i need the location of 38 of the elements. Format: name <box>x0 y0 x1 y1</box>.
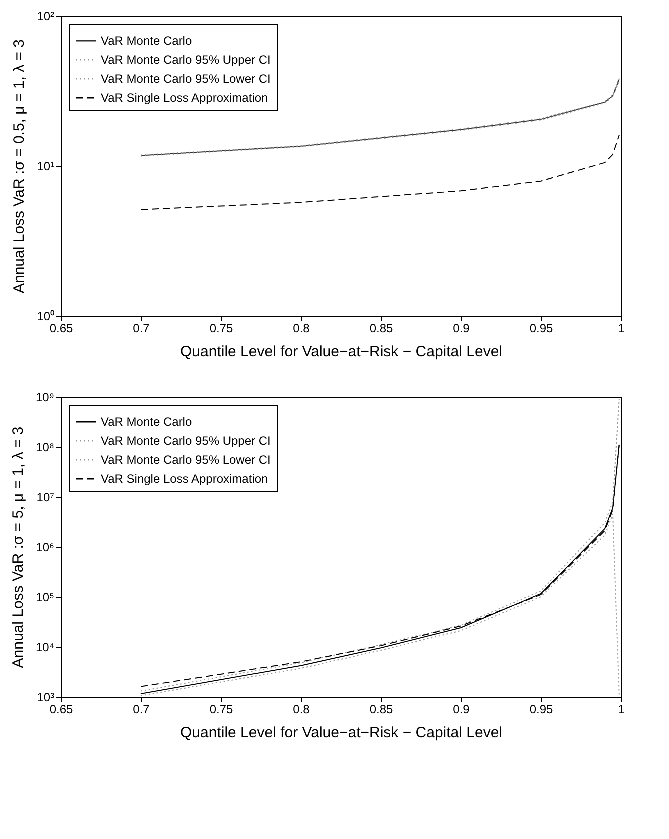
x-tick-label: 0.65 <box>50 322 74 336</box>
legend-label: VaR Monte Carlo 95% Upper CI <box>101 434 271 448</box>
legend-label: VaR Single Loss Approximation <box>101 91 268 105</box>
x-tick-label: 0.7 <box>133 702 150 716</box>
x-tick-label: 0.75 <box>210 702 234 716</box>
y-axis-title: Annual Loss VaR :σ = 0.5, μ = 1, λ = 3 <box>11 39 28 294</box>
y-tick-label: 10³ <box>37 690 55 704</box>
x-tick-label: 0.8 <box>293 702 310 716</box>
legend-label: VaR Monte Carlo <box>101 34 192 48</box>
x-tick-label: 0.9 <box>453 322 470 336</box>
legend-label: VaR Single Loss Approximation <box>101 472 268 486</box>
y-tick-label: 10² <box>37 10 55 24</box>
y-tick-label: 10⁰ <box>37 310 54 324</box>
x-tick-label: 1 <box>618 322 626 336</box>
y-tick-label: 10⁸ <box>36 440 54 454</box>
x-tick-label: 0.7 <box>133 322 150 336</box>
x-tick-label: 0.85 <box>370 702 394 716</box>
x-tick-label: 0.8 <box>293 322 310 336</box>
y-tick-label: 10⁵ <box>36 590 55 604</box>
y-tick-label: 10⁷ <box>36 490 54 504</box>
x-axis-title: Quantile Level for Value−at−Risk − Capital Level <box>180 724 502 742</box>
y-tick-label: 10¹ <box>37 160 55 174</box>
legend-label: VaR Monte Carlo 95% Lower CI <box>101 72 271 86</box>
x-tick-label: 0.85 <box>370 322 394 336</box>
y-tick-label: 10⁴ <box>36 640 54 654</box>
legend-label: VaR Monte Carlo 95% Lower CI <box>101 453 271 467</box>
legend-label: VaR Monte Carlo 95% Upper CI <box>101 53 271 67</box>
y-tick-label: 10⁹ <box>36 390 54 404</box>
legend-label: VaR Monte Carlo <box>101 415 192 429</box>
x-axis-title: Quantile Level for Value−at−Risk − Capital Level <box>180 344 502 360</box>
x-tick-label: 0.95 <box>530 322 554 336</box>
x-tick-label: 0.95 <box>530 702 554 716</box>
x-tick-label: 0.9 <box>453 702 470 716</box>
x-tick-label: 0.65 <box>50 702 74 716</box>
x-tick-label: 1 <box>618 702 626 716</box>
y-axis-title: Annual Loss VaR :σ = 5, μ = 1, λ = 3 <box>10 426 27 668</box>
y-tick-label: 10⁶ <box>36 540 55 554</box>
x-tick-label: 0.75 <box>210 322 234 336</box>
